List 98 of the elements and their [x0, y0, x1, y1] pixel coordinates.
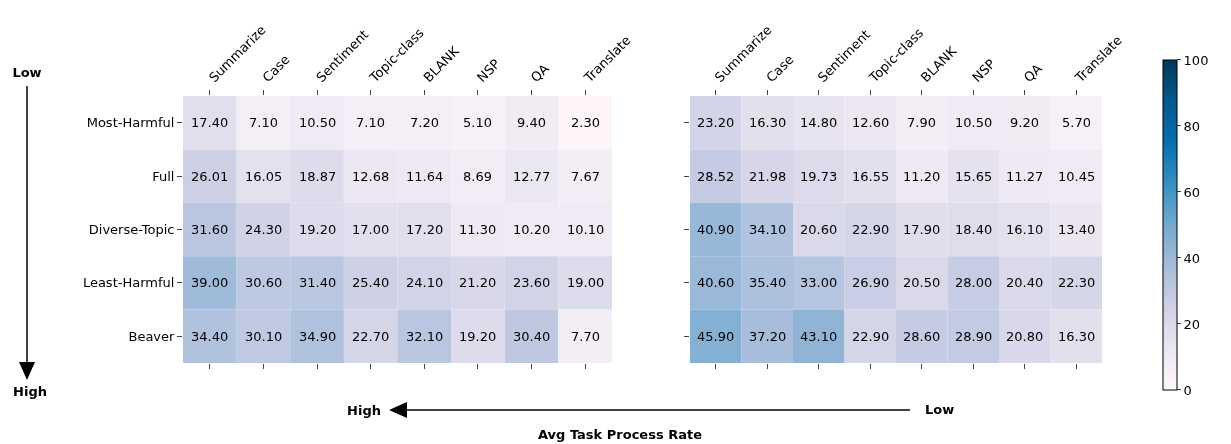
- text: Low: [12, 65, 42, 80]
- data-label: 19.00: [567, 275, 605, 290]
- data-label: 9.20: [1010, 115, 1039, 130]
- data-label: 7.10: [249, 115, 278, 130]
- data-label: 26.01: [191, 169, 229, 184]
- color-bar-label: 20: [1183, 316, 1201, 332]
- text: Avg Task Process Rate: [538, 427, 702, 442]
- data-label: 40.60: [697, 275, 735, 290]
- data-label: 26.90: [852, 275, 890, 290]
- data-label: 7.90: [907, 115, 936, 130]
- data-label: 17.40: [191, 115, 229, 130]
- data-label: 22.30: [1058, 275, 1096, 290]
- y-tick-label: Beaver: [128, 328, 176, 344]
- data-label: 24.30: [245, 222, 283, 237]
- data-label: 39.00: [191, 275, 229, 290]
- data-label: 10.50: [299, 115, 337, 130]
- data-label: 17.90: [903, 222, 941, 237]
- data-label: 11.64: [406, 169, 444, 184]
- data-label: 33.00: [800, 275, 838, 290]
- data-label: 12.68: [352, 169, 390, 184]
- data-label: 8.69: [463, 169, 492, 184]
- data-label: 28.52: [697, 169, 735, 184]
- data-label: 14.80: [800, 115, 838, 130]
- data-label: 30.60: [245, 275, 283, 290]
- data-label: 5.10: [463, 115, 492, 130]
- data-label: 17.20: [406, 222, 444, 237]
- data-label: 7.10: [356, 115, 385, 130]
- data-label: 22.90: [852, 329, 890, 344]
- data-label: 28.00: [955, 275, 993, 290]
- data-label: 16.30: [749, 115, 787, 130]
- color-bar-label: 100: [1183, 52, 1209, 68]
- data-label: 17.00: [352, 222, 390, 237]
- data-label: 20.40: [1006, 275, 1044, 290]
- data-label: 16.30: [1058, 329, 1096, 344]
- data-label: 34.90: [299, 329, 337, 344]
- data-label: 13.40: [1058, 222, 1096, 237]
- data-label: 23.60: [513, 275, 551, 290]
- data-label: 9.40: [517, 115, 546, 130]
- data-label: 31.40: [299, 275, 337, 290]
- text: Low: [925, 402, 955, 417]
- data-label: 10.45: [1058, 169, 1096, 184]
- data-label: 19.20: [459, 329, 497, 344]
- data-label: 12.60: [852, 115, 890, 130]
- data-label: 37.20: [749, 329, 787, 344]
- data-label: 40.90: [697, 222, 735, 237]
- data-label: 24.10: [406, 275, 444, 290]
- data-label: 28.90: [955, 329, 993, 344]
- y-tick-label: Diverse-Topic: [88, 222, 175, 238]
- data-label: 18.87: [299, 169, 337, 184]
- data-label: 16.10: [1006, 222, 1044, 237]
- data-label: 21.98: [749, 169, 787, 184]
- data-label: 45.90: [697, 329, 735, 344]
- data-label: 5.70: [1062, 115, 1091, 130]
- data-label: 11.30: [459, 222, 497, 237]
- y-tick-label: Most-Harmful: [86, 115, 175, 131]
- data-label: 18.40: [955, 222, 993, 237]
- data-label: 11.27: [1006, 169, 1044, 184]
- data-label: 19.20: [299, 222, 337, 237]
- text: High: [347, 403, 381, 418]
- data-label: 19.73: [800, 169, 838, 184]
- data-label: 20.50: [903, 275, 941, 290]
- data-label: 20.60: [800, 222, 838, 237]
- data-label: 12.77: [513, 169, 551, 184]
- data-label: 21.20: [459, 275, 497, 290]
- data-label: 43.10: [800, 329, 838, 344]
- data-label: 25.40: [352, 275, 390, 290]
- data-label: 34.10: [749, 222, 787, 237]
- data-label: 30.10: [245, 329, 283, 344]
- y-tick-label: Least-Harmful: [82, 275, 175, 291]
- data-label: 10.20: [513, 222, 551, 237]
- data-label: 22.90: [852, 222, 890, 237]
- data-label: 22.70: [352, 329, 390, 344]
- data-label: 34.40: [191, 329, 229, 344]
- data-label: 7.70: [571, 329, 600, 344]
- text: High: [13, 384, 47, 399]
- y-tick-label: Full: [152, 168, 175, 184]
- data-label: 23.20: [697, 115, 735, 130]
- data-label: 20.80: [1006, 329, 1044, 344]
- data-label: 30.40: [513, 329, 551, 344]
- color-bar-label: 40: [1183, 250, 1201, 266]
- data-label: 10.10: [567, 222, 605, 237]
- data-label: 15.65: [955, 169, 993, 184]
- data-label: 31.60: [191, 222, 229, 237]
- data-label: 16.55: [852, 169, 890, 184]
- data-label: 35.40: [749, 275, 787, 290]
- data-label: 7.20: [410, 115, 439, 130]
- data-label: 28.60: [903, 329, 941, 344]
- color-bar-label: 60: [1183, 184, 1201, 200]
- data-label: 16.05: [245, 169, 283, 184]
- data-label: 32.10: [406, 329, 444, 344]
- data-label: 10.50: [955, 115, 993, 130]
- data-label: 2.30: [571, 115, 600, 130]
- data-label: 7.67: [571, 169, 600, 184]
- x-tick-label: QA: [1020, 60, 1046, 86]
- color-bar-label: 80: [1183, 118, 1201, 134]
- data-label: 11.20: [903, 169, 941, 184]
- x-tick-label: QA: [527, 60, 552, 86]
- color-bar-label: 0: [1183, 382, 1192, 398]
